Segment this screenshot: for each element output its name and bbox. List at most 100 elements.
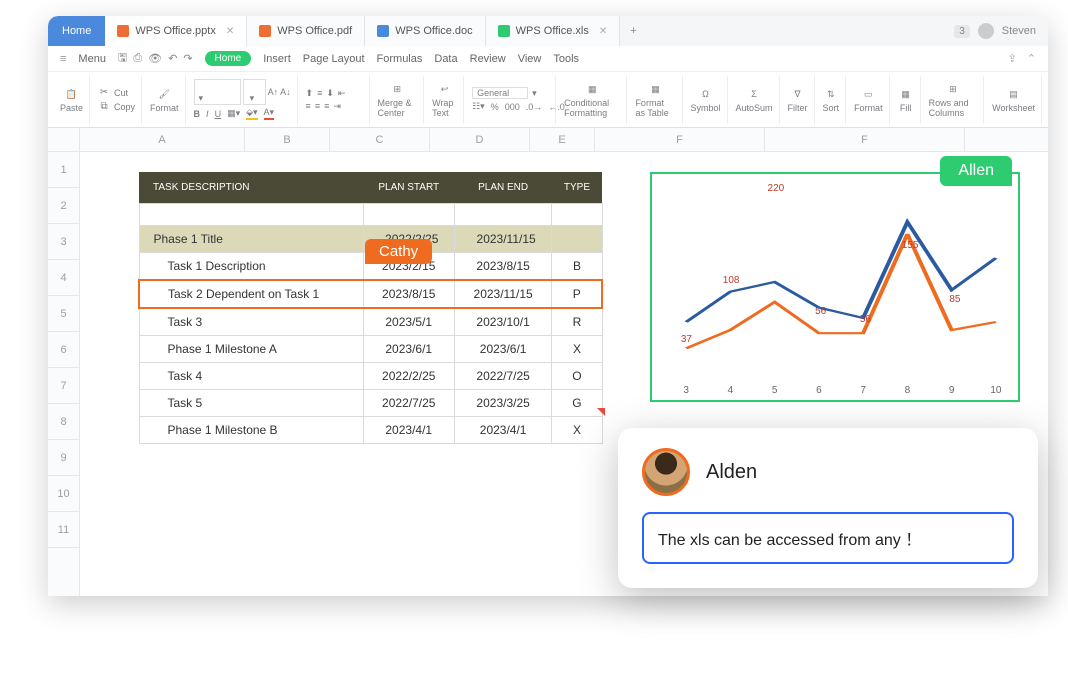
number-format-select[interactable]: General▾ <box>472 87 537 99</box>
tab-pdf[interactable]: WPS Office.pdf <box>247 16 365 46</box>
wrap-button[interactable]: ↩Wrap Text <box>432 81 457 118</box>
menu-formulas[interactable]: Formulas <box>377 53 423 65</box>
format-painter-button[interactable]: 🖌Format <box>150 86 179 113</box>
row-header[interactable]: 9 <box>48 440 79 476</box>
user-tag-cathy[interactable]: Cathy <box>365 239 432 264</box>
row-header[interactable]: 11 <box>48 512 79 548</box>
indent-dec-icon[interactable]: ⇤ <box>338 88 346 99</box>
comment-text[interactable]: The xls can be accessed from any ！ <box>642 512 1014 564</box>
format-table-button[interactable]: ▦Format as Table <box>635 81 675 118</box>
col-header[interactable]: C <box>330 128 430 151</box>
chart-container: Allen 345678910 37108220565615585 <box>650 172 1020 402</box>
menu-review[interactable]: Review <box>470 53 506 65</box>
menu-label[interactable]: Menu <box>78 53 106 65</box>
row-header[interactable]: 4 <box>48 260 79 296</box>
cond-format-button[interactable]: ▦Conditional Formatting <box>564 81 620 118</box>
menu-tools[interactable]: Tools <box>553 53 579 65</box>
tab-xls[interactable]: WPS Office.xls✕ <box>486 16 621 46</box>
sort-button[interactable]: ⇅Sort <box>823 86 840 113</box>
dec-inc-icon[interactable]: .0→ <box>526 102 543 112</box>
col-header[interactable]: E <box>530 128 595 151</box>
row-header[interactable]: 2 <box>48 188 79 224</box>
print-icon[interactable]: ⎙ <box>133 52 142 65</box>
table-row[interactable]: Task 42022/2/252022/7/25O <box>139 363 602 390</box>
table-row[interactable]: Task 52022/7/252023/3/25G <box>139 390 602 417</box>
tab-home-button[interactable]: Home <box>48 16 105 46</box>
bold-button[interactable]: B <box>194 109 201 119</box>
save-icon[interactable]: 🖫 <box>118 49 127 68</box>
row-header[interactable]: 7 <box>48 368 79 404</box>
user-box[interactable]: 3Steven <box>942 23 1048 39</box>
filter-button[interactable]: ∇Filter <box>788 86 808 113</box>
comment-indicator-icon[interactable] <box>597 408 605 416</box>
row-header[interactable] <box>48 128 79 152</box>
copy-button[interactable]: ⧉Copy <box>98 101 135 113</box>
menu-data[interactable]: Data <box>434 53 457 65</box>
preview-icon[interactable]: 👁 <box>148 52 162 65</box>
row-header[interactable]: 8 <box>48 404 79 440</box>
close-icon[interactable]: ✕ <box>226 26 234 37</box>
italic-button[interactable]: I <box>206 109 209 119</box>
new-tab-button[interactable]: + <box>620 25 646 37</box>
chart-value-label: 220 <box>768 183 785 194</box>
redo-icon[interactable]: ↷ <box>183 52 192 65</box>
tab-doc[interactable]: WPS Office.doc <box>365 16 485 46</box>
combo-chart[interactable]: 345678910 37108220565615585 <box>650 172 1020 402</box>
col-header[interactable]: F <box>765 128 965 151</box>
col-header[interactable]: B <box>245 128 330 151</box>
row-header[interactable]: 10 <box>48 476 79 512</box>
align-left-icon[interactable]: ≡ <box>306 101 311 111</box>
fill-button[interactable]: ▦Fill <box>898 86 914 113</box>
table-row[interactable]: Task 2 Dependent on Task 12023/8/152023/… <box>139 280 602 308</box>
decrease-font-icon[interactable]: A↓ <box>280 87 291 97</box>
worksheet-button[interactable]: ▤Worksheet <box>992 86 1035 113</box>
user-tag-allen[interactable]: Allen <box>940 156 1012 186</box>
col-header[interactable]: D <box>430 128 530 151</box>
autosum-button[interactable]: ΣAutoSum <box>736 86 773 113</box>
col-header[interactable]: A <box>80 128 245 151</box>
row-header[interactable]: 5 <box>48 296 79 332</box>
border-button[interactable]: ▦▾ <box>227 108 240 119</box>
format-icon: ▭ <box>860 86 876 102</box>
align-center-icon[interactable]: ≡ <box>315 101 320 111</box>
indent-inc-icon[interactable]: ⇥ <box>333 101 341 112</box>
menu-page-layout[interactable]: Page Layout <box>303 53 365 65</box>
menu-icon[interactable]: ≡ <box>60 53 66 65</box>
number-buttons: ☷▾%000.0→←.0 <box>472 101 565 112</box>
row-header[interactable]: 3 <box>48 224 79 260</box>
menu-view[interactable]: View <box>518 53 542 65</box>
table-row[interactable]: Phase 1 Milestone B2023/4/12023/4/1X <box>139 417 602 444</box>
cut-button[interactable]: ✂Cut <box>98 87 128 99</box>
increase-font-icon[interactable]: A↑ <box>268 87 279 97</box>
undo-icon[interactable]: ↶ <box>168 52 177 65</box>
share-icon[interactable]: ⇪ <box>1008 52 1017 65</box>
align-mid-icon[interactable]: ≡ <box>317 88 322 98</box>
paste-button[interactable]: 📋Paste <box>60 86 83 113</box>
collapse-ribbon-icon[interactable]: ⌃ <box>1027 52 1036 65</box>
symbol-button[interactable]: ΩSymbol <box>691 86 721 113</box>
menu-home[interactable]: Home <box>205 51 252 66</box>
rowscols-button[interactable]: ⊞Rows and Columns <box>929 81 978 118</box>
row-header[interactable]: 1 <box>48 152 79 188</box>
table-row[interactable]: Phase 1 Milestone A2023/6/12023/6/1X <box>139 336 602 363</box>
close-icon[interactable]: ✕ <box>599 26 607 37</box>
col-header[interactable]: F <box>595 128 765 151</box>
menu-insert[interactable]: Insert <box>263 53 291 65</box>
phase-title[interactable]: Phase 1 Title <box>139 226 363 253</box>
align-top-icon[interactable]: ⬆ <box>306 88 314 99</box>
underline-button[interactable]: U <box>215 109 222 119</box>
fill-color-button[interactable]: ⬙▾ <box>246 107 257 120</box>
row-header[interactable]: 6 <box>48 332 79 368</box>
user-name: Steven <box>1002 25 1036 37</box>
format-button[interactable]: ▭Format <box>854 86 883 113</box>
align-right-icon[interactable]: ≡ <box>324 101 329 111</box>
comma-icon[interactable]: 000 <box>505 102 520 112</box>
align-bot-icon[interactable]: ⬇ <box>326 88 334 99</box>
font-color-button[interactable]: A▾ <box>264 107 275 120</box>
table-row[interactable]: Task 32023/5/12023/10/1R <box>139 308 602 336</box>
tab-pptx[interactable]: WPS Office.pptx✕ <box>105 16 247 46</box>
font-controls[interactable]: ▾ ▾A↑A↓ <box>194 79 291 105</box>
currency-icon[interactable]: ☷▾ <box>472 101 485 112</box>
merge-button[interactable]: ⊞Merge & Center <box>378 81 418 118</box>
percent-icon[interactable]: % <box>491 102 499 112</box>
